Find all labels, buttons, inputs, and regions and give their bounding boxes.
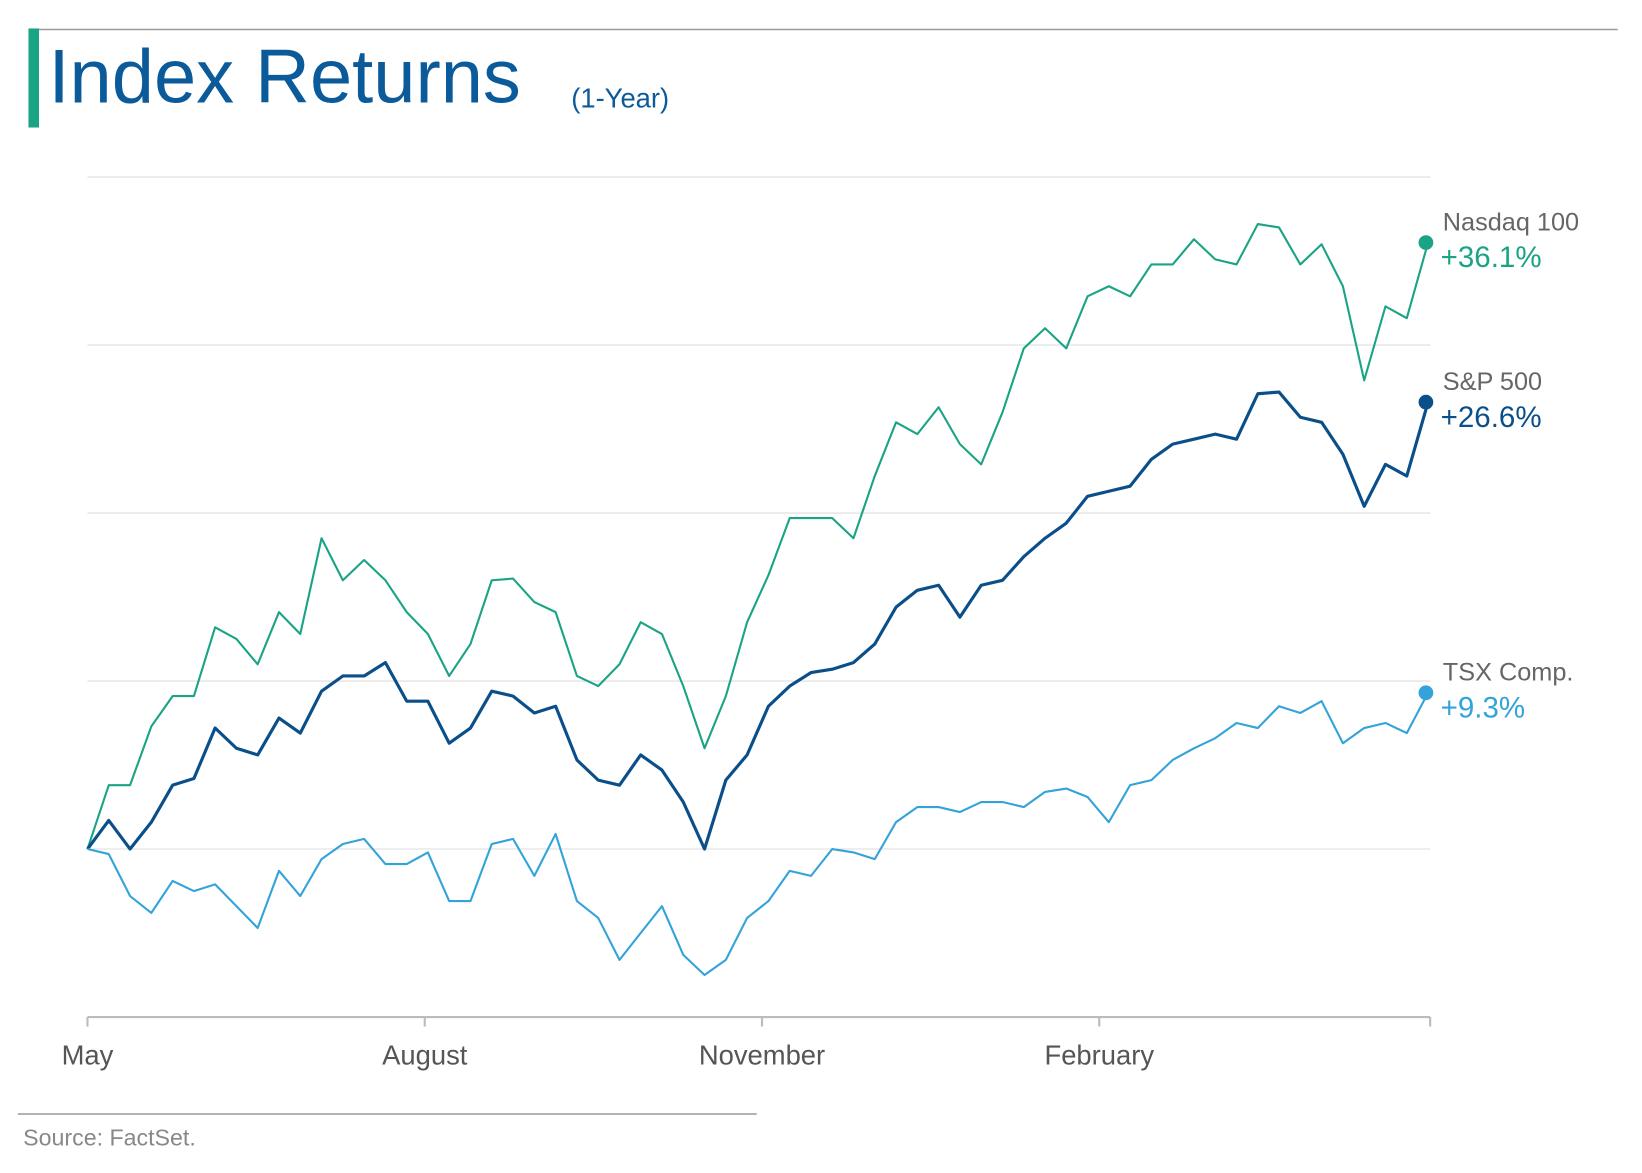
series-line [87,692,1429,977]
series-line [86,223,1430,850]
source-note: Source: FactSet. [23,1124,196,1150]
chart-subtitle: (1-Year) [571,82,669,113]
end-value-label: +26.6% [1441,401,1542,434]
end-value-label: +9.3% [1441,691,1525,724]
end-point [1418,235,1434,250]
x-tick-label: May [62,1039,114,1070]
end-point [1418,394,1434,410]
title-accent [28,28,39,128]
series-line [86,390,1430,851]
chart-title: Index Returns [48,34,520,119]
series-name: S&P 500 [1443,368,1542,396]
end-point [1418,685,1434,701]
x-tick-label: November [699,1039,825,1070]
series-name: Nasdaq 100 [1443,208,1579,236]
x-tick-label: August [382,1039,468,1070]
end-value-label: +36.1% [1441,241,1542,274]
series-name: TSX Comp. [1443,659,1574,687]
x-tick-label: February [1044,1039,1154,1070]
